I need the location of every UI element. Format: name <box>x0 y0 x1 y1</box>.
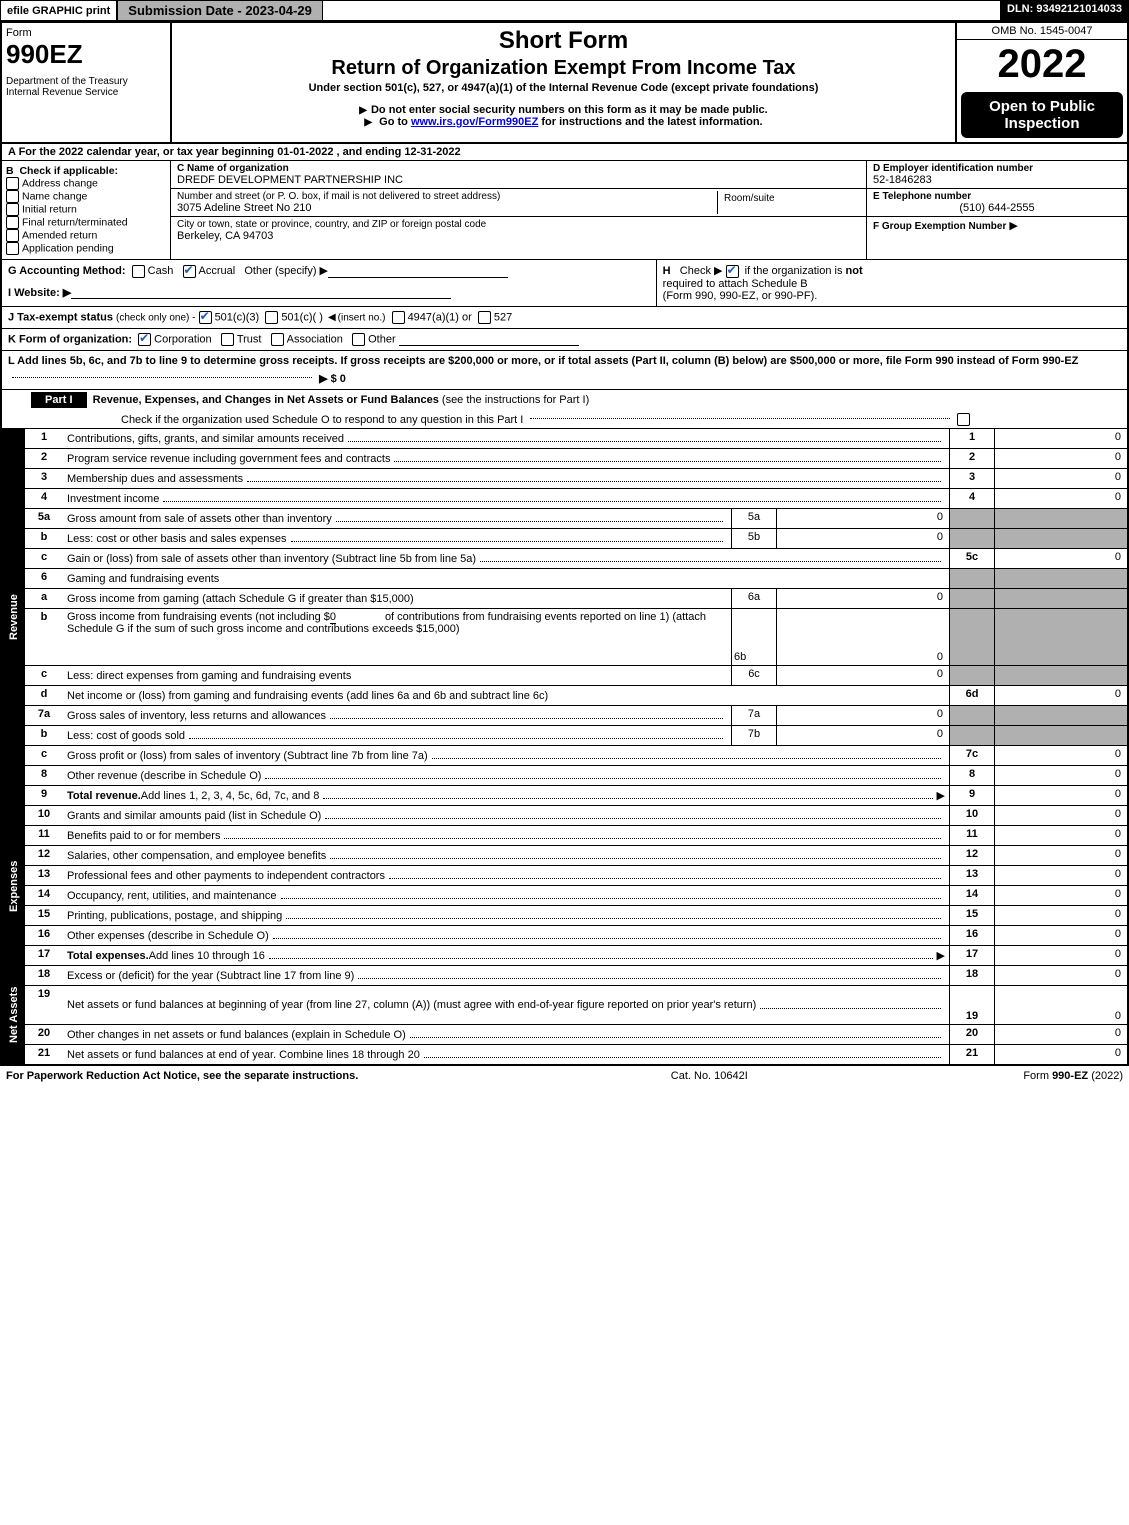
short-form-title: Short Form <box>178 27 949 55</box>
chk-association[interactable] <box>271 333 284 346</box>
org-info-block: B Check if applicable: Address change Na… <box>2 161 1127 260</box>
line-6d-value: 0 <box>995 686 1127 705</box>
line-17-value: 0 <box>995 946 1127 965</box>
box-i-label: I Website: ▶ <box>8 287 71 299</box>
efile-print-button[interactable]: efile GRAPHIC print <box>0 0 117 21</box>
line-14-value: 0 <box>995 886 1127 905</box>
top-toolbar: efile GRAPHIC print Submission Date - 20… <box>0 0 1129 21</box>
line-15-value: 0 <box>995 906 1127 925</box>
chk-address-change[interactable]: Address change <box>6 177 166 190</box>
form-ref: Form 990-EZ (2022) <box>875 1070 1123 1082</box>
form-number: 990EZ <box>6 39 166 70</box>
line-6a-value: 0 <box>777 589 949 608</box>
line-5c-value: 0 <box>995 549 1127 568</box>
form-frame: Form 990EZ Department of the Treasury In… <box>0 21 1129 1066</box>
box-d-label: D Employer identification number <box>873 163 1121 174</box>
chk-application-pending[interactable]: Application pending <box>6 242 166 255</box>
omb-number: OMB No. 1545-0047 <box>957 23 1127 40</box>
dept-irs: Internal Revenue Service <box>6 87 166 98</box>
chk-trust[interactable] <box>221 333 234 346</box>
chk-schedule-o[interactable] <box>957 413 970 426</box>
line-2-value: 0 <box>995 449 1127 468</box>
submission-date: Submission Date - 2023-04-29 <box>117 0 323 21</box>
chk-527[interactable] <box>478 311 491 324</box>
line-3-value: 0 <box>995 469 1127 488</box>
open-public-badge: Open to Public Inspection <box>961 92 1123 138</box>
chk-accrual[interactable] <box>183 265 196 278</box>
line-20-value: 0 <box>995 1025 1127 1044</box>
box-c-name-label: C Name of organization <box>177 163 860 174</box>
box-f-label: F Group Exemption Number <box>873 221 1006 232</box>
phone-value: (510) 644-2555 <box>873 202 1121 214</box>
part-i-header: Part I Revenue, Expenses, and Changes in… <box>2 390 1127 430</box>
dept-treasury: Department of the Treasury <box>6 76 166 87</box>
chk-final-return[interactable]: Final return/terminated <box>6 216 166 229</box>
cat-no: Cat. No. 10642I <box>544 1070 875 1082</box>
line-6c-value: 0 <box>777 666 949 685</box>
goto-note: Go to www.irs.gov/Form990EZ for instruct… <box>178 116 949 128</box>
box-a-tax-year: A For the 2022 calendar year, or tax yea… <box>2 144 1127 161</box>
line-10-value: 0 <box>995 806 1127 825</box>
chk-cash[interactable] <box>132 265 145 278</box>
net-assets-side-label: Net Assets <box>2 966 25 1064</box>
box-g-label: G Accounting Method: <box>8 265 126 277</box>
line-18-value: 0 <box>995 966 1127 985</box>
chk-corporation[interactable] <box>138 333 151 346</box>
box-k-row: K Form of organization: Corporation Trus… <box>2 329 1127 351</box>
box-j-row: J Tax-exempt status (check only one) - 5… <box>2 307 1127 329</box>
box-e-label: E Telephone number <box>873 191 1121 202</box>
dln-label: DLN: 93492121014033 <box>1000 0 1129 21</box>
line-16-value: 0 <box>995 926 1127 945</box>
line-21-value: 0 <box>995 1045 1127 1064</box>
tax-year: 2022 <box>957 40 1127 88</box>
page-footer: For Paperwork Reduction Act Notice, see … <box>0 1066 1129 1086</box>
line-19-value: 0 <box>995 986 1127 1024</box>
pra-notice: For Paperwork Reduction Act Notice, see … <box>6 1070 544 1082</box>
line-5a-value: 0 <box>777 509 949 528</box>
expenses-side-label: Expenses <box>2 806 25 966</box>
box-c-city-label: City or town, state or province, country… <box>177 219 860 230</box>
chk-name-change[interactable]: Name change <box>6 190 166 203</box>
line-9-value: 0 <box>995 786 1127 805</box>
org-name: DREDF DEVELOPMENT PARTNERSHIP INC <box>177 174 860 186</box>
irs-link[interactable]: www.irs.gov/Form990EZ <box>411 116 538 128</box>
line-12-value: 0 <box>995 846 1127 865</box>
chk-amended-return[interactable]: Amended return <box>6 229 166 242</box>
chk-schedule-b[interactable] <box>726 265 739 278</box>
form-word: Form <box>6 27 166 39</box>
chk-other-org[interactable] <box>352 333 365 346</box>
line-7b-value: 0 <box>777 726 949 745</box>
website-field[interactable] <box>71 286 451 299</box>
org-city: Berkeley, CA 94703 <box>177 230 860 242</box>
chk-4947[interactable] <box>392 311 405 324</box>
line-7a-value: 0 <box>777 706 949 725</box>
box-l-row: L Add lines 5b, 6c, and 7b to line 9 to … <box>2 351 1127 390</box>
chk-initial-return[interactable]: Initial return <box>6 203 166 216</box>
main-title: Return of Organization Exempt From Incom… <box>178 57 949 80</box>
do-not-note: Do not enter social security numbers on … <box>178 104 949 116</box>
part-i-tag: Part I <box>31 392 87 408</box>
line-6b-value: 0 <box>777 609 949 665</box>
chk-501c[interactable] <box>265 311 278 324</box>
revenue-section: Revenue 1Contributions, gifts, grants, a… <box>2 429 1127 806</box>
form-header: Form 990EZ Department of the Treasury In… <box>2 23 1127 144</box>
chk-501c3[interactable] <box>199 311 212 324</box>
line-5b-value: 0 <box>777 529 949 548</box>
accounting-row: G Accounting Method: Cash Accrual Other … <box>2 260 1127 307</box>
line-13-value: 0 <box>995 866 1127 885</box>
subtitle: Under section 501(c), 527, or 4947(a)(1)… <box>178 82 949 94</box>
expenses-section: Expenses 10Grants and similar amounts pa… <box>2 806 1127 966</box>
line-1-value: 0 <box>995 429 1127 448</box>
line-4-value: 0 <box>995 489 1127 508</box>
ein-value: 52-1846283 <box>873 174 1121 186</box>
net-assets-section: Net Assets 18Excess or (deficit) for the… <box>2 966 1127 1064</box>
line-8-value: 0 <box>995 766 1127 785</box>
line-11-value: 0 <box>995 826 1127 845</box>
org-street: 3075 Adeline Street No 210 <box>177 202 711 214</box>
line-7c-value: 0 <box>995 746 1127 765</box>
arrow-icon: ▶ <box>1009 220 1017 232</box>
box-c-street-label: Number and street (or P. O. box, if mail… <box>177 191 711 202</box>
room-suite-label: Room/suite <box>724 193 854 204</box>
revenue-side-label: Revenue <box>2 429 25 806</box>
